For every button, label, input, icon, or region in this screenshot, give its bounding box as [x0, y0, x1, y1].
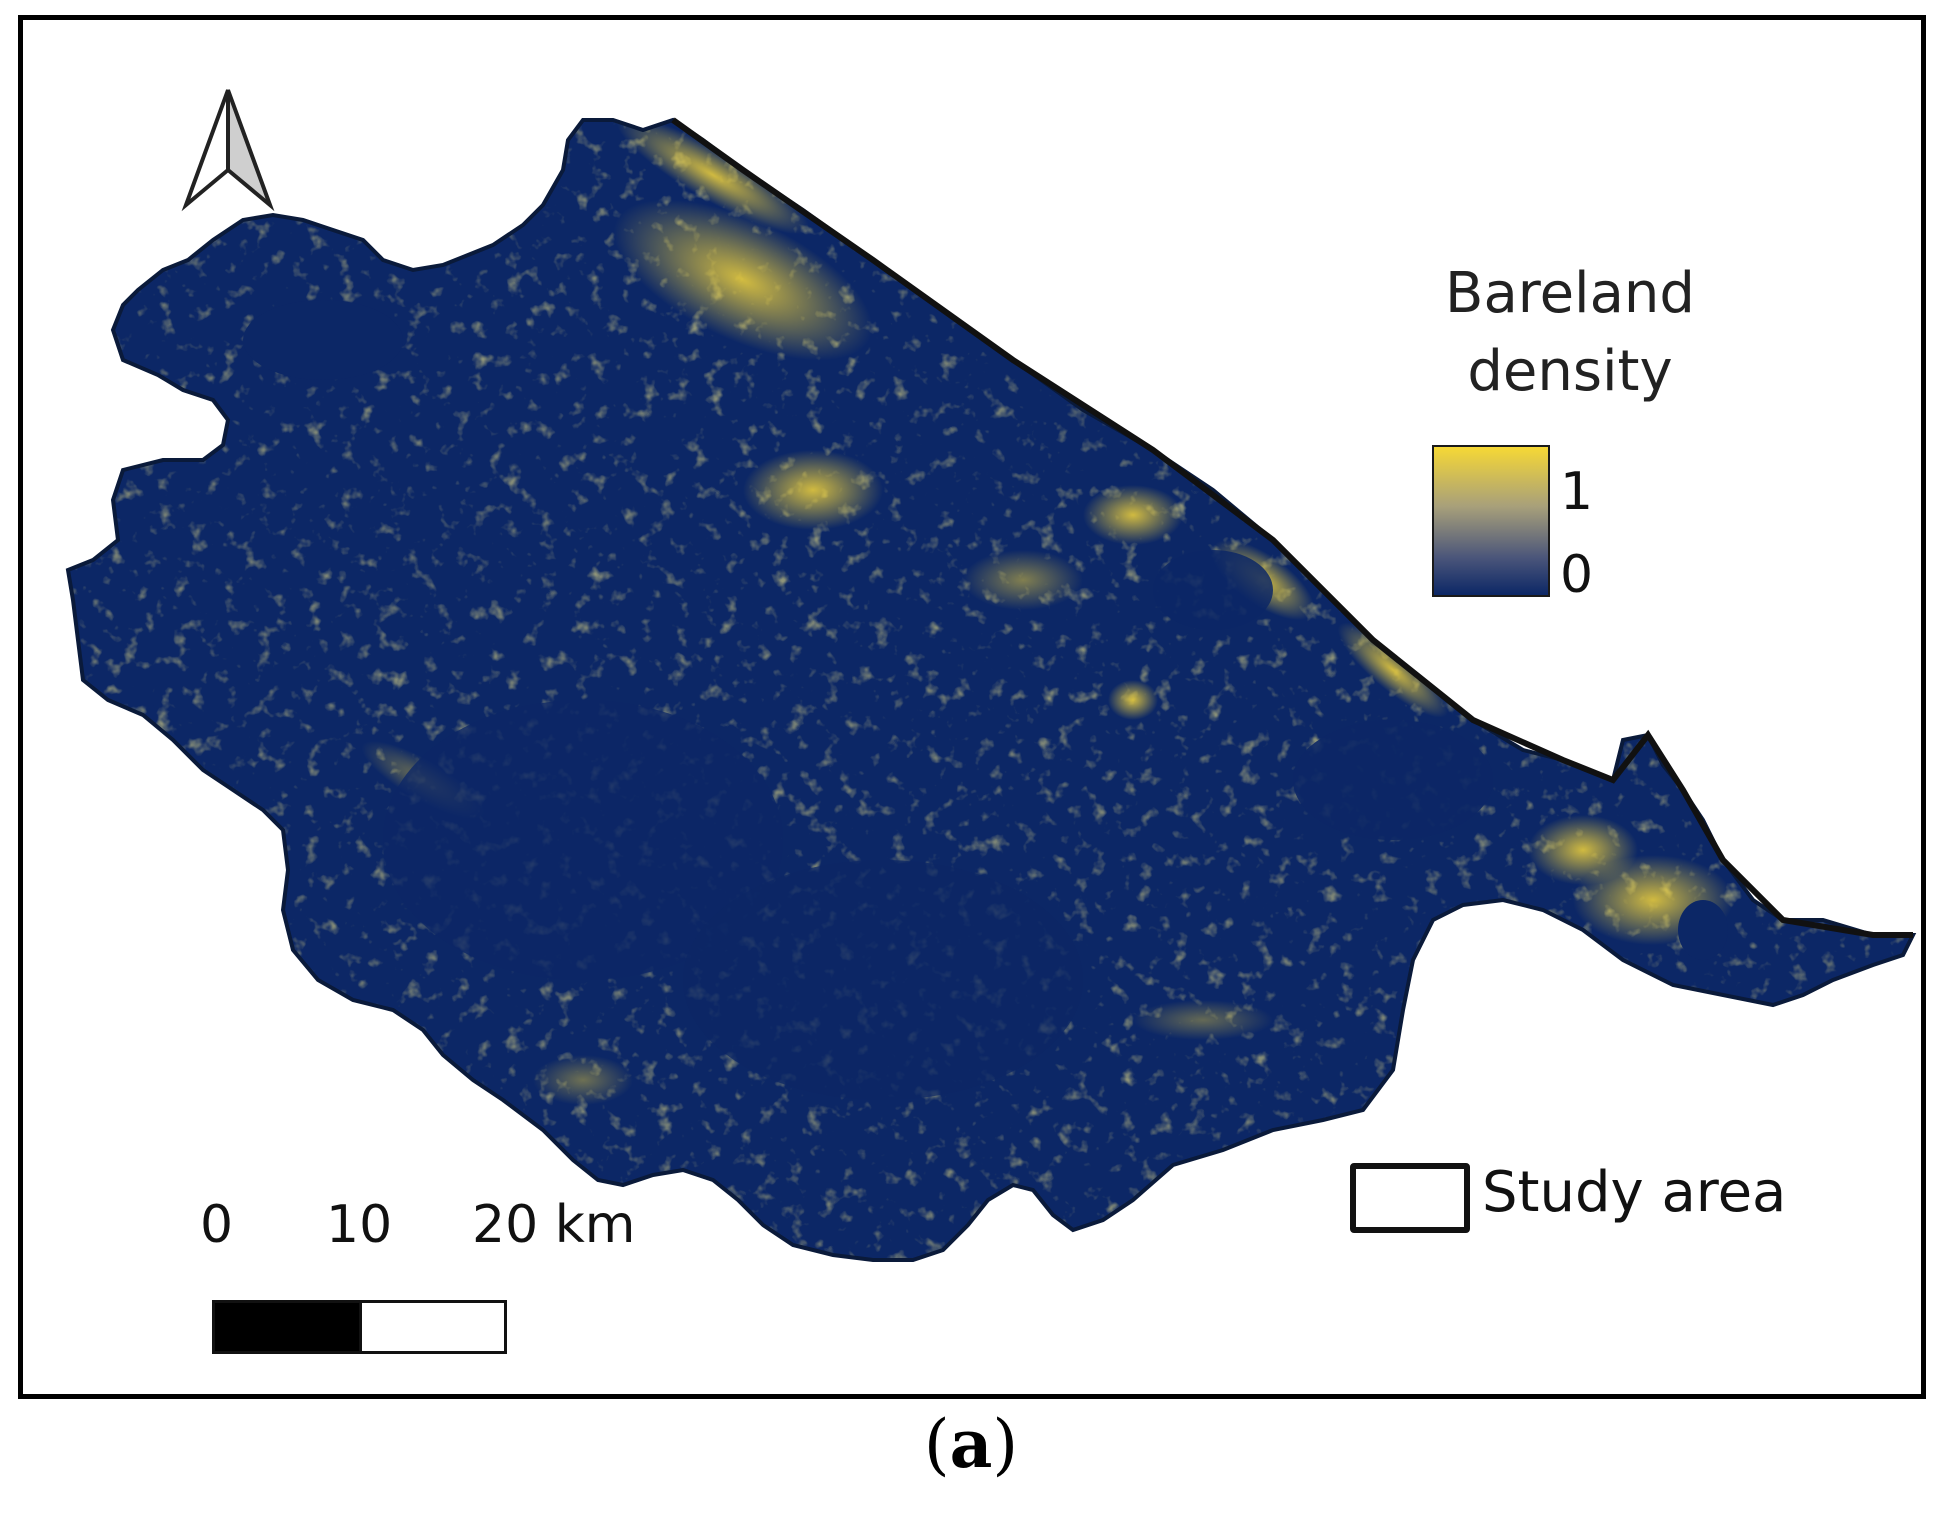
legend-min-label: 0 — [1560, 545, 1594, 605]
map-canvas — [66, 89, 1915, 1262]
scale-label-20: 20 km — [472, 1195, 636, 1255]
scale-bar-black-segment — [212, 1300, 362, 1354]
caption-letter: a — [949, 1405, 993, 1483]
north-arrow-icon — [181, 89, 275, 212]
scale-label-10: 10 — [326, 1195, 393, 1255]
legend-max-label: 1 — [1560, 462, 1594, 522]
study-area-legend-label: Study area — [1482, 1160, 1787, 1225]
map-frame — [18, 15, 1926, 1399]
coastline — [671, 117, 1913, 938]
figure-caption: (a) — [0, 1405, 1942, 1483]
legend-color-ramp — [1432, 445, 1550, 597]
legend-title: Bareland density — [1430, 255, 1710, 411]
scale-label-0: 0 — [200, 1195, 234, 1255]
legend-title-line1: Bareland — [1445, 261, 1695, 326]
study-area-legend-symbol — [1350, 1163, 1470, 1233]
caption-close-paren: ) — [992, 1406, 1019, 1483]
scale-bar-white-segment — [359, 1300, 507, 1354]
legend-title-line2: density — [1467, 339, 1673, 404]
caption-open-paren: ( — [923, 1406, 950, 1483]
